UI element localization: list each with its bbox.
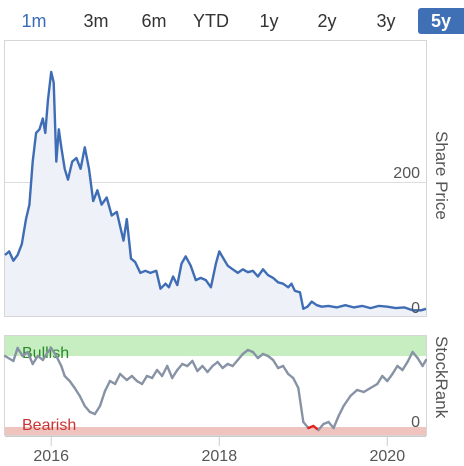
range-selector: 1m 3m 6m YTD 1y 2y 3y 5y: [0, 0, 464, 40]
range-tab-2y[interactable]: 2y: [317, 11, 337, 31]
stockrank-line-segment: [31, 354, 39, 366]
stockrank-line-segment: [176, 362, 184, 372]
stockrank-line-segment: [362, 386, 372, 394]
price-tick-label-200: 200: [393, 165, 420, 182]
stockrank-line-segment: [386, 372, 394, 383]
x-tick-label: 2020: [370, 448, 406, 465]
range-tab-ytd[interactable]: YTD: [193, 11, 229, 31]
stockrank-line-segment: [78, 394, 87, 408]
stockrank-line-segment: [26, 350, 34, 366]
stockrank-line-segment: [113, 372, 122, 386]
stockrank-line-segment: [118, 372, 129, 382]
price-tick-label-0: 0: [411, 300, 420, 317]
price-panel-frame: [4, 40, 427, 317]
stockrank-line-segment: [421, 358, 428, 368]
stockrank-line-segment: [68, 379, 76, 390]
stockrank-line-segment: [349, 388, 359, 398]
stockrank-line-segment: [55, 354, 63, 368]
stockrank-line-segment: [160, 364, 169, 378]
bearish-label: Bearish: [22, 417, 76, 434]
range-tab-3y[interactable]: 3y: [376, 11, 396, 31]
stockrank-line-segment: [41, 350, 50, 362]
stockrank-line-segment: [302, 420, 310, 430]
stockrank-line-segment: [16, 346, 24, 358]
stockrank-line-segment: [150, 368, 159, 380]
stockrank-line-segment: [93, 404, 102, 416]
range-tab-5y[interactable]: 5y: [418, 8, 464, 34]
stockrank-line-segment: [369, 382, 379, 390]
stockrank-line-segment: [73, 386, 82, 398]
bearish-band: [5, 427, 426, 436]
stockrank-line-segment: [165, 364, 174, 380]
price-line: [4, 70, 427, 312]
x-tick-label: 2018: [202, 448, 238, 465]
stockrank-line-segment: [337, 404, 345, 418]
range-tab-3m[interactable]: 3m: [83, 11, 109, 31]
stockrank-line-segment: [191, 359, 199, 373]
stockrank-line-segment: [201, 364, 209, 374]
stockrank-line-segment: [411, 350, 419, 360]
price-axis-label: Share Price: [432, 131, 451, 220]
rank-panel-frame: [4, 335, 427, 436]
stockrank-line-segment: [251, 350, 260, 360]
stockrank-line-segment: [50, 346, 58, 358]
stockrank-line-segment: [317, 422, 325, 432]
range-tab-6m[interactable]: 6m: [141, 11, 167, 31]
rank-tick-label-0: 0: [411, 414, 420, 431]
x-tick-label: 2016: [33, 448, 69, 465]
stockrank-line-segment: [342, 394, 352, 408]
stockrank-line-segment: [140, 374, 149, 386]
rank-axis-label: StockRank: [432, 336, 451, 419]
range-tab-1y[interactable]: 1y: [259, 11, 279, 31]
stockrank-line-segment: [401, 360, 409, 372]
range-tab-1m[interactable]: 1m: [21, 11, 47, 31]
stockrank-line-segment: [206, 364, 214, 374]
stockrank-line-segment: [216, 360, 224, 370]
stockrank-line-segment: [3, 354, 15, 363]
stockrank-line-segment: [376, 374, 384, 386]
stockrank-line-segment: [332, 414, 340, 430]
x-axis-ticks: 2016 2018 2020: [33, 437, 405, 465]
stockrank-line-segment: [416, 356, 424, 368]
stockrank-line-segment: [231, 358, 240, 368]
price-area: [5, 71, 426, 317]
stockrank-line-segment: [12, 346, 19, 363]
bullish-band: [5, 336, 426, 356]
stockrank-line-segment: [271, 358, 280, 370]
stockrank-line-segment: [236, 352, 245, 362]
stockrank-line-segment: [292, 376, 300, 390]
stockrank-line-segment: [297, 386, 305, 424]
stockrank-line-segment: [170, 368, 179, 380]
stockrank-line-segment: [391, 364, 399, 376]
stockrank-line-segment: [103, 379, 112, 393]
stockrank-line-segment: [406, 350, 414, 364]
stockrank-line-segment: [60, 364, 66, 378]
stockrank-line-segment: [98, 389, 107, 408]
stockrank-line-group: [3, 346, 428, 432]
stockrank-line-segment: [281, 364, 290, 376]
stockrank-line-segment: [83, 404, 92, 414]
